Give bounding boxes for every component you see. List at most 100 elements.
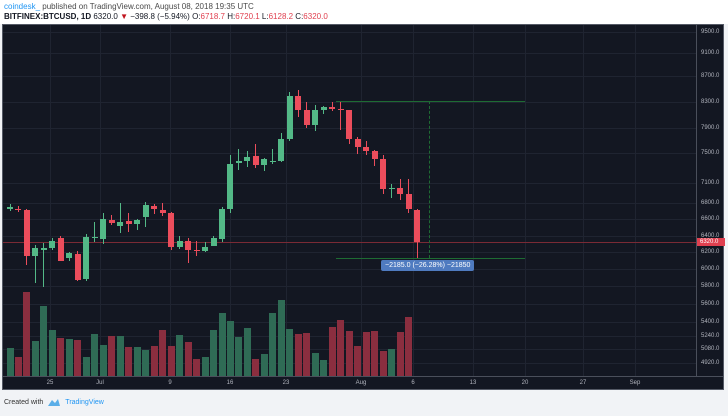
volume-bar [48,330,56,376]
candle-body [66,252,73,258]
gridline-horizontal [3,219,696,220]
close-label: C: [295,12,304,21]
volume-bar [362,332,370,376]
symbol-info: BITFINEX:BTCUSD, 1D 6320.0 ▼ −398.8 (−5.… [4,12,328,21]
price-tick-label: 5080.0 [701,346,720,352]
price-axis[interactable]: 9500.0 9100.0 8700.0 8300.0 7900.0 7500.0 7100… [696,25,725,376]
last-price: 6320.0 [93,12,118,21]
volume-bar [320,360,328,376]
volume-bar [99,345,107,376]
time-tick-label: 23 [282,380,290,386]
candle-wick [238,149,240,171]
volume-bar [31,340,39,376]
candle-body [269,160,276,162]
candle-body [142,205,149,218]
volume-bar [14,356,22,376]
gridline-horizontal [3,102,696,103]
volume-bar [243,328,251,376]
price-tick-label: 6800.0 [701,200,720,206]
open-value: 6718.7 [200,12,225,21]
gridline-horizontal [3,76,696,77]
open-label: O: [192,12,201,21]
candle-body [244,156,251,162]
plot-area[interactable] [3,25,696,376]
volume-bar [23,292,31,376]
candle-wick [119,203,121,234]
volume-bar [116,335,124,376]
volume-bar [396,332,404,376]
price-tick-label: 7900.0 [701,125,720,131]
price-tick-label: 9100.0 [701,50,720,56]
candle-body [15,208,22,211]
chart-panel[interactable]: 9500.0 9100.0 8700.0 8300.0 7900.0 7500.0 7100… [2,24,725,391]
publish-info: coindesk_ published on TradingView.com, … [4,2,254,11]
volume-bar [167,346,175,376]
candle-body [286,95,293,140]
candle-body [303,110,310,125]
candle-body [405,193,412,210]
volume-bar [176,334,184,376]
gridline-horizontal [3,286,696,287]
time-tick-label: Jul [96,380,104,386]
volume-bar [277,300,285,376]
time-tick-label: 16 [226,380,234,386]
volume-bar [328,326,336,376]
price-tick-label: 4920.0 [701,360,720,366]
candle-body [295,95,302,111]
candle-body [108,219,115,224]
measure-bottom-line [336,257,525,259]
price-tick-label: 6400.0 [701,233,720,239]
volume-bar [379,351,387,376]
candle-wick [34,244,36,283]
volume-bar [294,333,302,376]
price-tick-label: 6600.0 [701,216,720,222]
candle-body [337,108,344,111]
close-value: 6320.0 [303,12,328,21]
volume-bar [82,356,90,376]
low-label: L: [261,12,269,21]
candle-body [193,249,200,252]
measure-top-line [336,101,525,103]
candle-body [125,220,132,225]
candle-wick [162,203,164,216]
candle-body [32,248,39,257]
candle-body [371,150,378,159]
created-with-text: Created with [4,399,44,406]
price-tick-label: 6200.0 [701,249,720,255]
price-change: −398.8 (−5.94%) [130,12,190,21]
high-label: H: [227,12,236,21]
candle-body [388,187,395,190]
volume-bar [65,339,73,376]
volume-bar [311,353,319,376]
time-axis[interactable]: 25 Jul 9 16 23 Aug 6 13 20 27 Sep [3,376,723,391]
time-tick-label: 6 [411,380,415,386]
gridline-horizontal [3,53,696,54]
volume-bar [303,332,311,376]
published-text: published on TradingView.com, August 08,… [42,2,254,11]
measure-label: −2185.0 (−26.28%) −21850 [381,260,475,271]
gridline-vertical [286,25,287,376]
candle-body [312,109,319,125]
measure-vertical-line [429,101,431,258]
candle-body [346,110,353,139]
candle-body [320,107,327,110]
tradingview-link[interactable]: TradingView [65,399,104,406]
candle-wick [204,241,206,252]
candle-body [354,138,361,147]
time-tick-label: 27 [579,380,587,386]
candle-wick [43,243,45,287]
candle-body [117,221,124,226]
candle-body [176,240,183,248]
candle-wick [272,149,274,164]
volume-bar [371,331,379,376]
candle-wick [136,219,138,231]
candle-wick [323,105,325,115]
price-tick-label: 5240.0 [701,333,720,339]
volume-bar [57,338,65,376]
volume-bar [218,312,226,376]
author-link[interactable]: coindesk_ [4,2,41,11]
volume-bar [286,329,294,376]
volume-bar [405,317,413,376]
gridline-vertical [361,25,362,376]
last-price-tag: 6320.0 [697,238,725,247]
